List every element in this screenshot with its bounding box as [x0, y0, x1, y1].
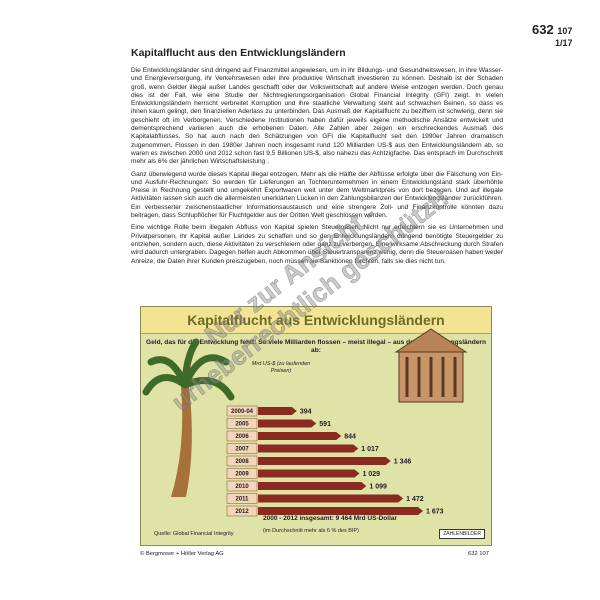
category-label-box: [226, 493, 258, 504]
paragraph: Eine wichtige Rolle beim illegalen Abflu…: [131, 224, 503, 265]
value-label: 1 017: [361, 446, 379, 453]
category-label: 2000-04: [231, 409, 254, 415]
value-label: 1 472: [406, 496, 424, 503]
category-label-box: [226, 405, 258, 417]
source-text: Quelle: Global Financial Integrity: [154, 531, 234, 537]
bar: [258, 494, 404, 503]
category-label-box: [226, 430, 258, 442]
number: 632: [532, 22, 554, 37]
chart-subtitle: Geld, das für die Entwicklung fehlt: So …: [145, 339, 487, 354]
unit-label: Mrd US-$ (zu laufenden Preisen): [251, 361, 311, 374]
value-label: 1 099: [369, 484, 387, 491]
category-label: 2005: [235, 422, 249, 428]
value-label: 844: [344, 434, 356, 441]
category-label: 2006: [235, 434, 249, 440]
category-label: 2007: [235, 447, 249, 453]
brand-logo: ZAHLENBILDER: [439, 529, 485, 539]
total-note: (im Durchschnitt mehr als 6 % des BIP): [263, 528, 359, 534]
chart: Kapitalflucht aus Entwicklungsländern Ge…: [140, 306, 492, 546]
bar: [258, 444, 359, 453]
bar: [258, 507, 423, 515]
paragraph: Die Entwicklungsländer sind dringend auf…: [131, 67, 503, 166]
bank-building-illustration: [394, 328, 468, 403]
category-label-box: [226, 480, 258, 492]
body-text: Die Entwicklungsländer sind dringend auf…: [131, 67, 503, 270]
category-label-box: [226, 468, 258, 479]
bar: [258, 482, 367, 490]
category-label-box: [226, 443, 258, 454]
total-text: 2000 - 2012 insgesamt: 9 464 Mrd US-Doll…: [263, 515, 398, 522]
bar-chart: 2000-04 394 2005 591 2006 844 2007 1 017 2008 1 3…: [142, 328, 468, 517]
chart-title: Kapitalflucht aus Entwicklungsländern: [141, 307, 491, 334]
category-label: 2012: [235, 509, 249, 515]
bar: [258, 457, 391, 465]
bar: [258, 469, 360, 478]
value-label: 1 673: [426, 509, 444, 516]
value-label: 591: [319, 421, 331, 428]
page-number: 1/17: [555, 38, 573, 48]
value-label: 1 029: [362, 471, 380, 478]
value-label: 1 346: [394, 459, 412, 466]
palm-tree-illustration: [142, 338, 235, 497]
category-label: 2010: [235, 484, 249, 490]
number-suffix: 107: [557, 26, 573, 36]
footer-code: 632 107: [468, 551, 489, 557]
paragraph: Ganz überwiegend wurde dieses Kapital il…: [131, 170, 503, 220]
bar: [258, 407, 297, 415]
value-label: 394: [300, 409, 312, 416]
page-title: Kapitalflucht aus den Entwicklungsländer…: [131, 47, 346, 59]
bar: [258, 432, 342, 440]
copyright: © Bergmoser + Höller Verlag AG: [140, 551, 224, 557]
category-label-box: [226, 418, 258, 429]
category-label: 2009: [235, 472, 249, 478]
category-label: 2011: [235, 497, 249, 503]
category-label-box: [226, 505, 258, 517]
category-label: 2008: [235, 459, 249, 465]
document-number: 632 107: [532, 22, 572, 37]
bar: [258, 419, 317, 428]
category-label-box: [226, 455, 258, 467]
